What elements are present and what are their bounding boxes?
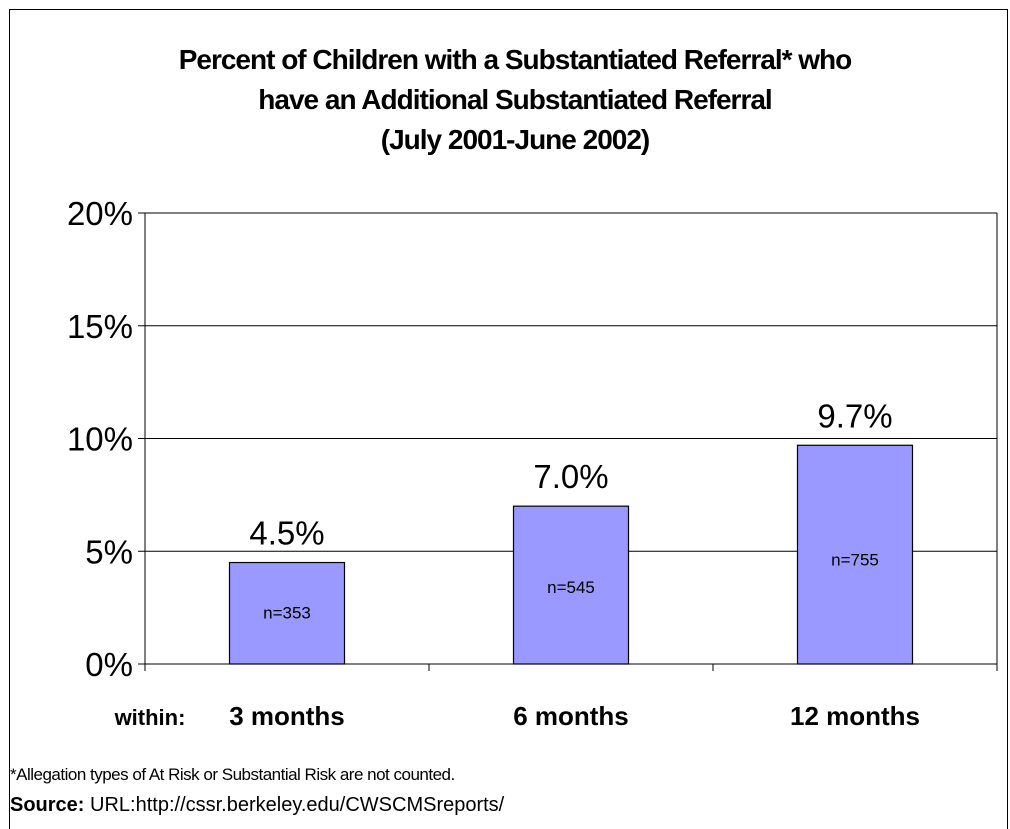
data-label: 4.5% [249, 515, 324, 552]
source-label: Source: [10, 794, 85, 816]
y-tick-label: 0% [85, 646, 133, 683]
y-tick-label: 20% [67, 195, 133, 232]
chart-title-line-1: Percent of Children with a Substantiated… [178, 44, 853, 75]
data-label: 9.7% [817, 397, 892, 434]
chart-title-line-3: (July 2001-June 2002) [380, 124, 651, 155]
y-tick-label: 5% [85, 533, 133, 570]
bar [796, 444, 914, 665]
chart-title: Percent of Children with a Substantiated… [0, 40, 1010, 160]
chart-title-line-2: have an Additional Substantiated Referra… [258, 84, 772, 115]
x-category-label: 3 months [229, 701, 345, 731]
data-label: 7.0% [533, 458, 608, 495]
x-category-label: 6 months [513, 701, 629, 731]
x-category-label: 12 months [790, 701, 920, 731]
bar-count-label: n=755 [831, 551, 879, 570]
bar [512, 505, 630, 665]
x-prefix-label: within: [114, 705, 186, 730]
source-line: Source: URL:http://cssr.berkeley.edu/CWS… [10, 794, 504, 817]
source-url: URL:http://cssr.berkeley.edu/CWSCMSrepor… [90, 794, 505, 816]
bar [228, 561, 346, 665]
bar-count-label: n=545 [547, 578, 595, 597]
footnote: *Allegation types of At Risk or Substant… [10, 765, 455, 784]
chart-frame [9, 9, 1008, 829]
y-tick-label: 15% [67, 308, 133, 345]
bar-count-label: n=353 [263, 603, 311, 622]
y-tick-label: 10% [67, 421, 133, 458]
